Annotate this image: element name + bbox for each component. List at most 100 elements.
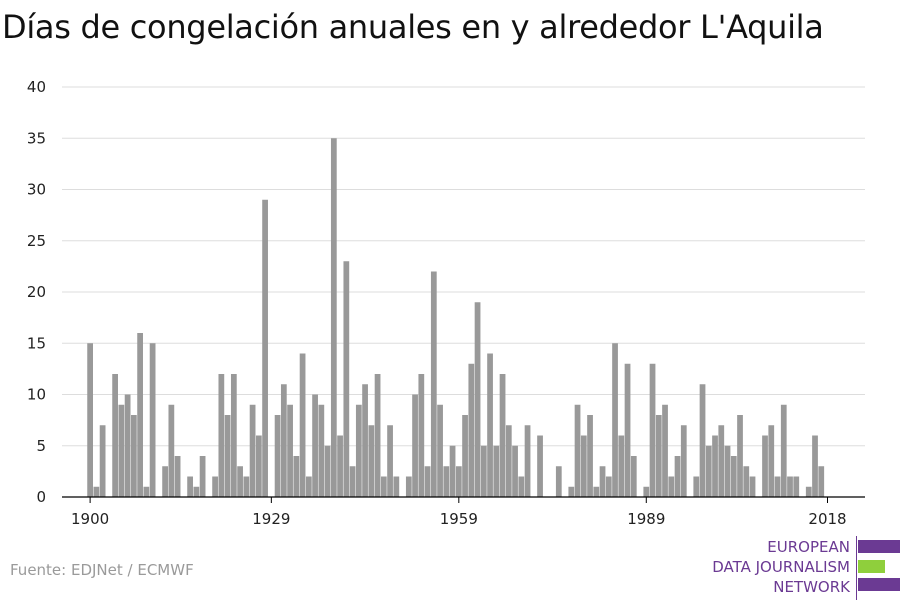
- bar-1917: [193, 486, 200, 497]
- bar-1933: [293, 456, 300, 497]
- bar-1957: [443, 466, 450, 497]
- y-tick-label: 35: [27, 129, 46, 147]
- bar-1982: [599, 466, 606, 497]
- bar-1916: [187, 476, 193, 497]
- bar-1960: [462, 415, 468, 497]
- bar-1949: [393, 476, 400, 497]
- bar-1986: [624, 363, 631, 497]
- x-tick-label: 1959: [440, 510, 478, 528]
- bar-1948: [387, 425, 393, 497]
- bar-1970: [524, 425, 531, 497]
- bar-1962: [474, 302, 481, 497]
- bar-1959: [455, 466, 462, 497]
- bar-1987: [630, 456, 637, 497]
- bar-2009: [768, 425, 775, 497]
- bar-1930: [274, 415, 281, 497]
- bar-1925: [243, 476, 250, 497]
- bar-1900: [87, 343, 93, 497]
- bar-1935: [305, 476, 312, 497]
- y-axis: 0 5 10 15 20 25 30 35 40: [27, 78, 46, 506]
- bar-1995: [680, 425, 687, 497]
- bar-1994: [674, 456, 681, 497]
- y-tick-label: 20: [27, 283, 46, 301]
- bar-1902: [99, 425, 106, 497]
- bar-1975: [555, 466, 562, 497]
- bar-1972: [537, 435, 543, 497]
- y-tick-label: 5: [36, 437, 46, 455]
- bar-1921: [218, 374, 225, 497]
- bar-1939: [330, 138, 337, 497]
- logo-line-1: EUROPEAN: [767, 538, 850, 556]
- bar-2004: [737, 415, 743, 497]
- bar-1969: [518, 476, 525, 497]
- bar-1954: [424, 466, 431, 497]
- bar-1945: [368, 425, 375, 497]
- bar-2001: [718, 425, 725, 497]
- logo-line-3: NETWORK: [773, 578, 850, 596]
- bar-1993: [668, 476, 675, 497]
- bar-2012: [787, 476, 793, 497]
- bar-1963: [480, 445, 487, 497]
- bar-1979: [580, 435, 587, 497]
- bar-1937: [318, 404, 325, 497]
- bar-1943: [355, 404, 362, 497]
- bar-1998: [699, 384, 706, 497]
- bar-1924: [237, 466, 243, 497]
- bar-1997: [693, 476, 700, 497]
- y-tick-label: 10: [27, 386, 46, 404]
- source-note: Fuente: EDJNet / ECMWF: [10, 561, 194, 579]
- logo-line-2: DATA JOURNALISM: [712, 558, 850, 576]
- bar-1942: [349, 466, 356, 497]
- bar-1961: [468, 363, 475, 497]
- x-tick-label: 2018: [808, 510, 846, 528]
- bar-2000: [712, 435, 718, 497]
- bar-1906: [124, 394, 131, 497]
- bar-1938: [324, 445, 331, 497]
- bar-1966: [499, 374, 506, 497]
- logo-bar-purple-top: [858, 540, 900, 553]
- bar-1968: [512, 445, 518, 497]
- bar-1914: [174, 456, 181, 497]
- bar-2011: [780, 404, 787, 497]
- bar-1905: [118, 404, 125, 497]
- bar-1926: [249, 404, 256, 497]
- bar-1990: [649, 363, 656, 497]
- bar-chart: 1900 1929 1959 1989 2018 0 5 10 15 20 25 30 35 40: [27, 78, 865, 528]
- bar-1920: [212, 476, 218, 497]
- y-tick-label: 30: [27, 181, 46, 199]
- bar-1978: [574, 404, 581, 497]
- bar-1931: [280, 384, 287, 497]
- bar-1918: [199, 456, 206, 497]
- bar-1910: [149, 343, 156, 497]
- bar-1922: [224, 415, 231, 497]
- bar-1992: [662, 404, 668, 497]
- y-tick-label: 0: [36, 488, 46, 506]
- bar-1936: [312, 394, 318, 497]
- bar-1904: [112, 374, 118, 497]
- bar-1965: [493, 445, 500, 497]
- edjnet-logo[interactable]: EUROPEAN DATA JOURNALISM NETWORK: [700, 536, 900, 600]
- bar-1981: [593, 486, 600, 497]
- bars: [87, 138, 825, 497]
- bar-1953: [418, 374, 425, 497]
- bar-2005: [743, 466, 750, 497]
- bar-1907: [130, 415, 137, 497]
- bar-1983: [605, 476, 612, 497]
- bar-1923: [230, 374, 237, 497]
- bar-1991: [655, 415, 662, 497]
- bar-1951: [405, 476, 412, 497]
- bar-2003: [730, 456, 737, 497]
- bar-1977: [568, 486, 575, 497]
- bar-1964: [487, 353, 493, 497]
- bar-1901: [93, 486, 100, 497]
- bar-2006: [749, 476, 756, 497]
- gridlines: [62, 86, 865, 447]
- logo-bar-green: [858, 560, 885, 573]
- bar-1985: [618, 435, 625, 497]
- bar-1913: [168, 404, 175, 497]
- bar-1928: [262, 199, 268, 497]
- bar-1908: [137, 333, 143, 497]
- bar-2013: [793, 476, 800, 497]
- bar-1958: [449, 445, 456, 497]
- bar-1932: [287, 404, 293, 497]
